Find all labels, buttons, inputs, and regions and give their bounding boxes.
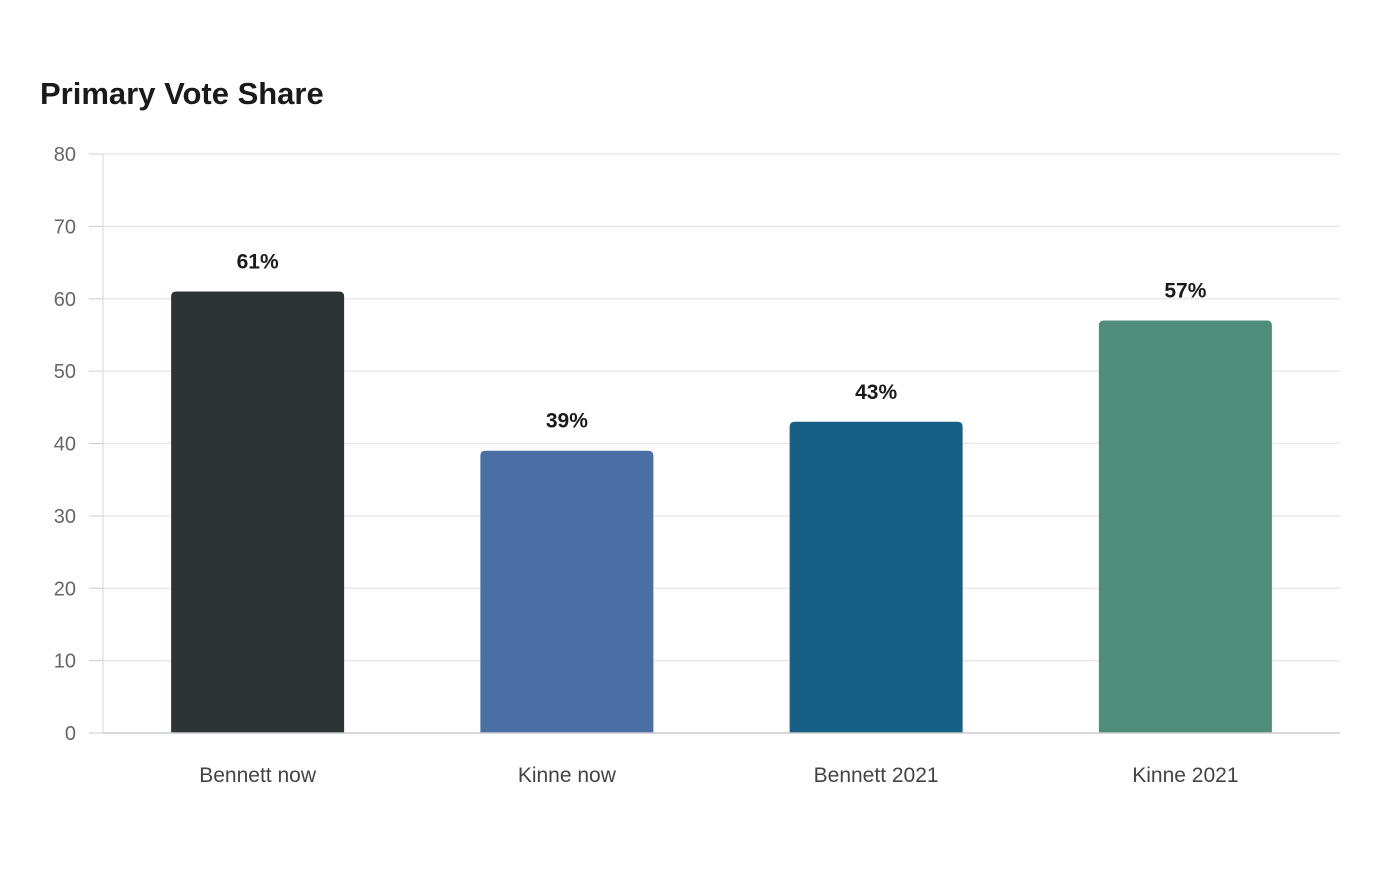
y-tick-label: 30 xyxy=(54,506,76,528)
x-axis: Bennett now Kinne now Bennett 2021 Kinne 20… xyxy=(103,732,1340,787)
data-label: 39% xyxy=(546,410,588,433)
data-label: 61% xyxy=(237,251,279,274)
y-axis: 0 10 20 30 40 50 60 70 80 xyxy=(54,144,104,745)
y-tick-label: 10 xyxy=(54,651,76,673)
bar-bennett-2021 xyxy=(789,421,963,733)
y-tick-label: 40 xyxy=(54,434,76,456)
x-tick-label: Bennett now xyxy=(199,764,317,787)
y-tick-label: 50 xyxy=(54,361,76,383)
y-tick-label: 70 xyxy=(54,216,76,238)
y-tick-label: 60 xyxy=(54,289,76,311)
bars: 61% 39% 43% 57% xyxy=(171,251,1272,733)
bar-kinne-2021 xyxy=(1098,320,1272,733)
chart-title: Primary Vote Share xyxy=(40,76,324,111)
x-tick-label: Kinne now xyxy=(518,764,617,787)
data-label: 43% xyxy=(855,381,897,404)
x-tick-label: Bennett 2021 xyxy=(814,764,939,787)
y-tick-label: 20 xyxy=(54,578,76,600)
data-label: 57% xyxy=(1164,279,1206,302)
y-tick-label: 80 xyxy=(54,144,76,166)
y-tick-label: 0 xyxy=(65,723,76,745)
x-tick-label: Kinne 2021 xyxy=(1132,764,1238,787)
bar-bennett-now xyxy=(171,291,345,733)
bar-kinne-now xyxy=(480,450,654,733)
